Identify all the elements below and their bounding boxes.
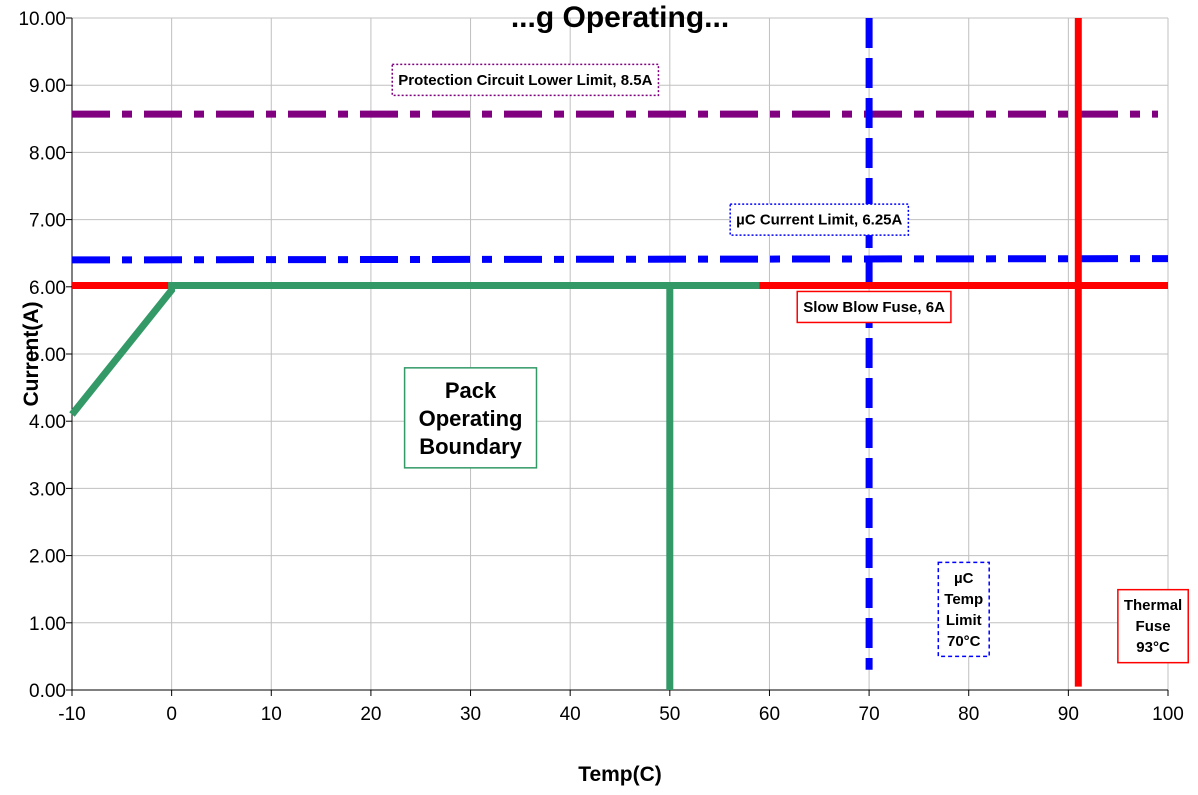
x-tick-label-6: 50	[659, 704, 680, 725]
x-tick-label-0: -10	[58, 704, 85, 725]
annotation-5-box	[1117, 588, 1189, 664]
y-tick-label-5: 5.00	[29, 345, 66, 366]
y-tick-label-10: 10.00	[18, 9, 66, 30]
x-tick-label-10: 90	[1058, 704, 1079, 725]
annotation-4-line-2: Limit	[946, 612, 982, 629]
annotation-3-box	[403, 367, 538, 469]
x-tick-label-8: 70	[859, 704, 880, 725]
x-tick-label-9: 80	[958, 704, 979, 725]
series-line-5	[69, 282, 760, 417]
y-tick-label-2: 2.00	[29, 547, 66, 568]
x-tick-label-7: 60	[759, 704, 780, 725]
y-tick-label-1: 1.00	[29, 614, 66, 635]
chart-title: ...g Operating...	[511, 1, 729, 34]
annotation-0-box	[391, 63, 660, 97]
annotation-2: Slow Blow Fuse, 6A	[796, 290, 952, 324]
y-tick-label-9: 9.00	[29, 76, 66, 97]
annotation-4-box	[937, 561, 990, 658]
annotation-5-line-0: Thermal	[1124, 597, 1182, 614]
x-tick-label-1: 0	[166, 704, 177, 725]
x-tick-label-2: 10	[261, 704, 282, 725]
annotation-2-box	[796, 290, 952, 324]
x-axis-title: Temp(C)	[578, 763, 662, 786]
annotation-1: µC Current Limit, 6.25A	[729, 203, 910, 236]
x-tick-label-5: 40	[560, 704, 581, 725]
series-lines	[69, 18, 1169, 690]
axes: -10 0 10 20 30 40 50 60 70 80 90 100 0.00 1.00 2.00 3.0…	[18, 9, 1183, 725]
x-tick-label-3: 20	[360, 704, 381, 725]
annotations: Protection Circuit Lower Limit, 8.5A µC C…	[391, 63, 1189, 664]
y-tick-label-4: 4.00	[29, 412, 66, 433]
y-axis-title: Current(A)	[20, 302, 43, 407]
annotation-3-line-2: Boundary	[419, 434, 522, 459]
annotation-5-line-2: 93°C	[1136, 639, 1170, 656]
y-tick-label-8: 8.00	[29, 143, 66, 164]
x-tick-label-11: 100	[1152, 704, 1184, 725]
grid	[71, 17, 1169, 691]
y-tick-label-3: 3.00	[29, 479, 66, 500]
annotation-0-line-0: Protection Circuit Lower Limit, 8.5A	[398, 72, 652, 89]
annotation-0: Protection Circuit Lower Limit, 8.5A	[391, 63, 660, 97]
annotation-1-box	[729, 203, 910, 236]
annotation-3: Pack Operating Boundary	[403, 367, 538, 469]
y-tick-label-7: 7.00	[29, 211, 66, 232]
annotation-5: Thermal Fuse 93°C	[1117, 588, 1189, 664]
annotation-5-line-1: Fuse	[1136, 618, 1171, 635]
annotation-4-line-1: Temp	[944, 591, 983, 608]
annotation-4: µC Temp Limit 70°C	[937, 561, 990, 658]
annotation-2-line-0: Slow Blow Fuse, 6A	[803, 299, 945, 316]
annotation-3-line-0: Pack	[445, 378, 497, 403]
annotation-4-line-0: µC	[954, 570, 974, 587]
annotation-4-line-3: 70°C	[947, 633, 981, 650]
y-tick-label-6: 6.00	[29, 278, 66, 299]
x-tick-label-4: 30	[460, 704, 481, 725]
y-tick-label-0: 0.00	[29, 681, 66, 702]
annotation-1-line-0: µC Current Limit, 6.25A	[736, 212, 902, 229]
annotation-3-line-1: Operating	[419, 406, 523, 431]
